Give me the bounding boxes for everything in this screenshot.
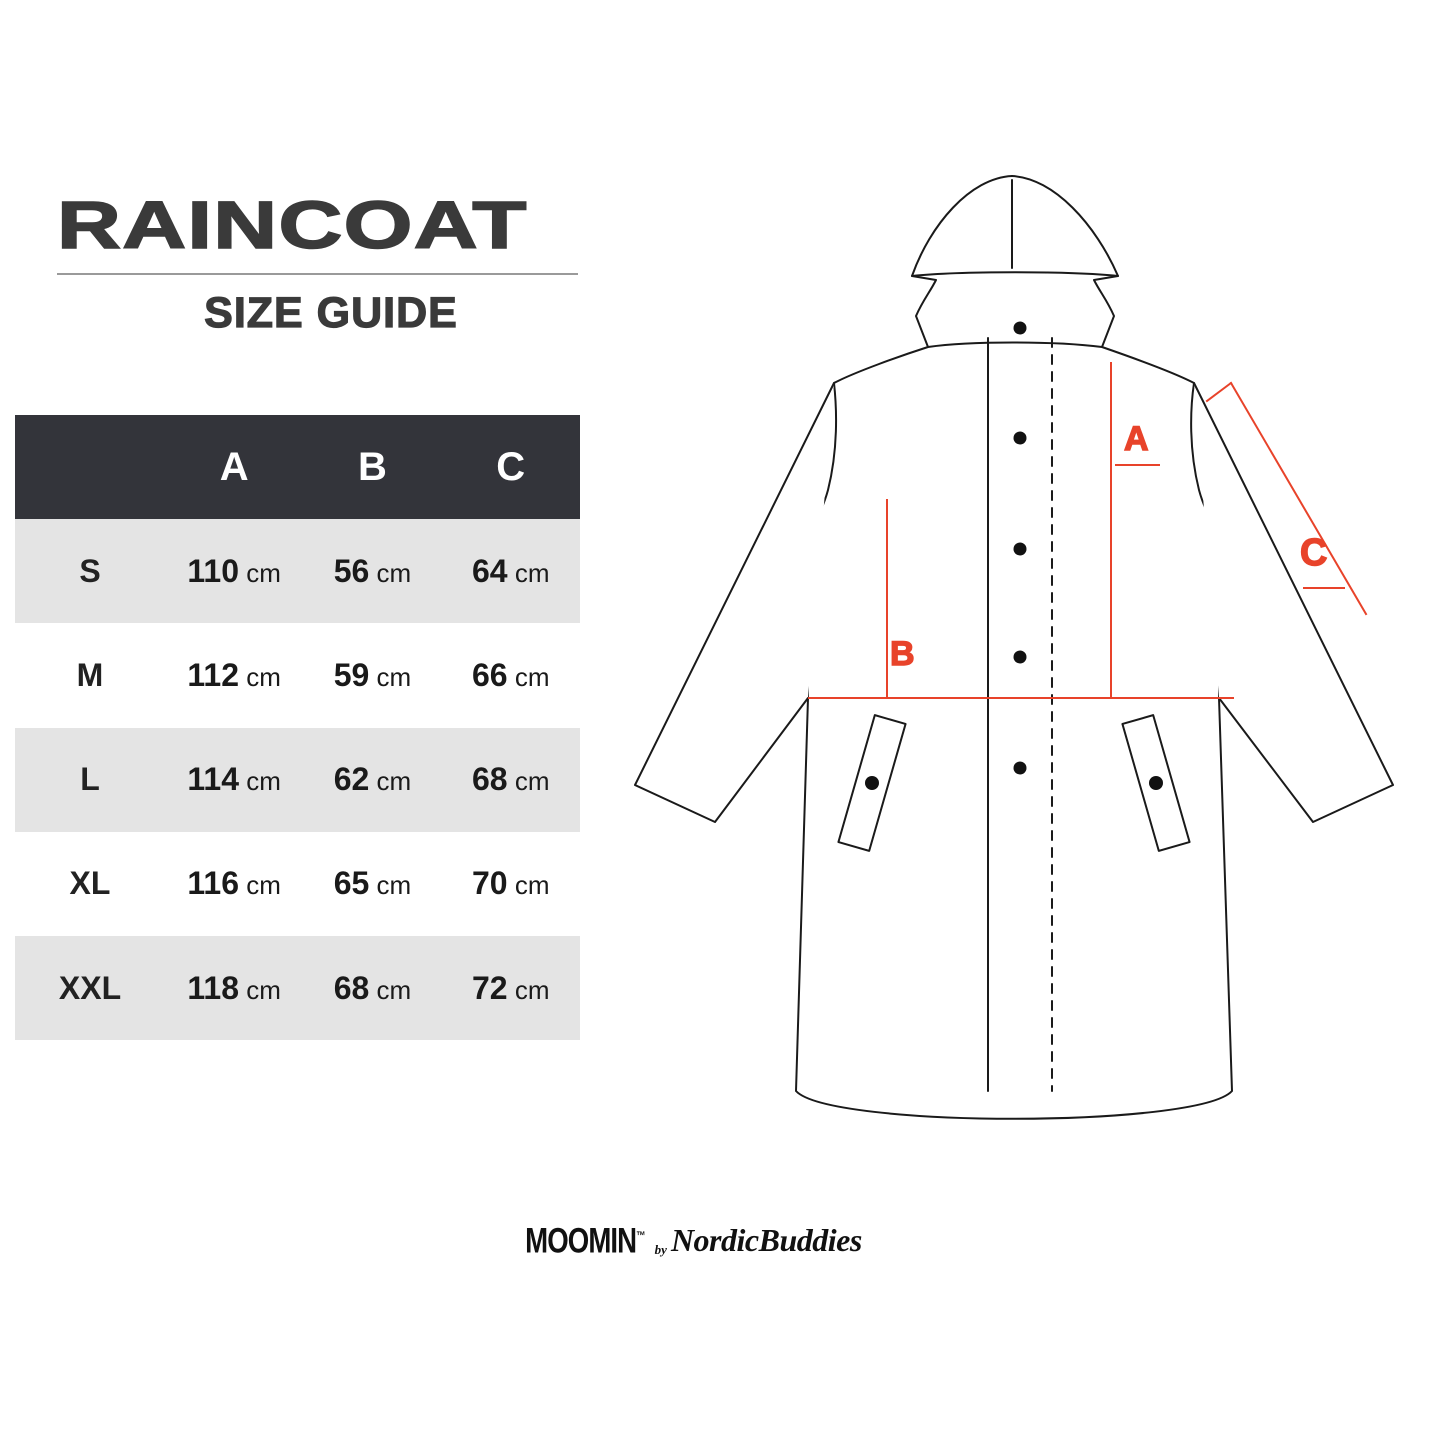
svg-text:C: C: [1300, 532, 1327, 574]
svg-text:B: B: [890, 635, 915, 673]
svg-text:A: A: [1124, 420, 1149, 458]
